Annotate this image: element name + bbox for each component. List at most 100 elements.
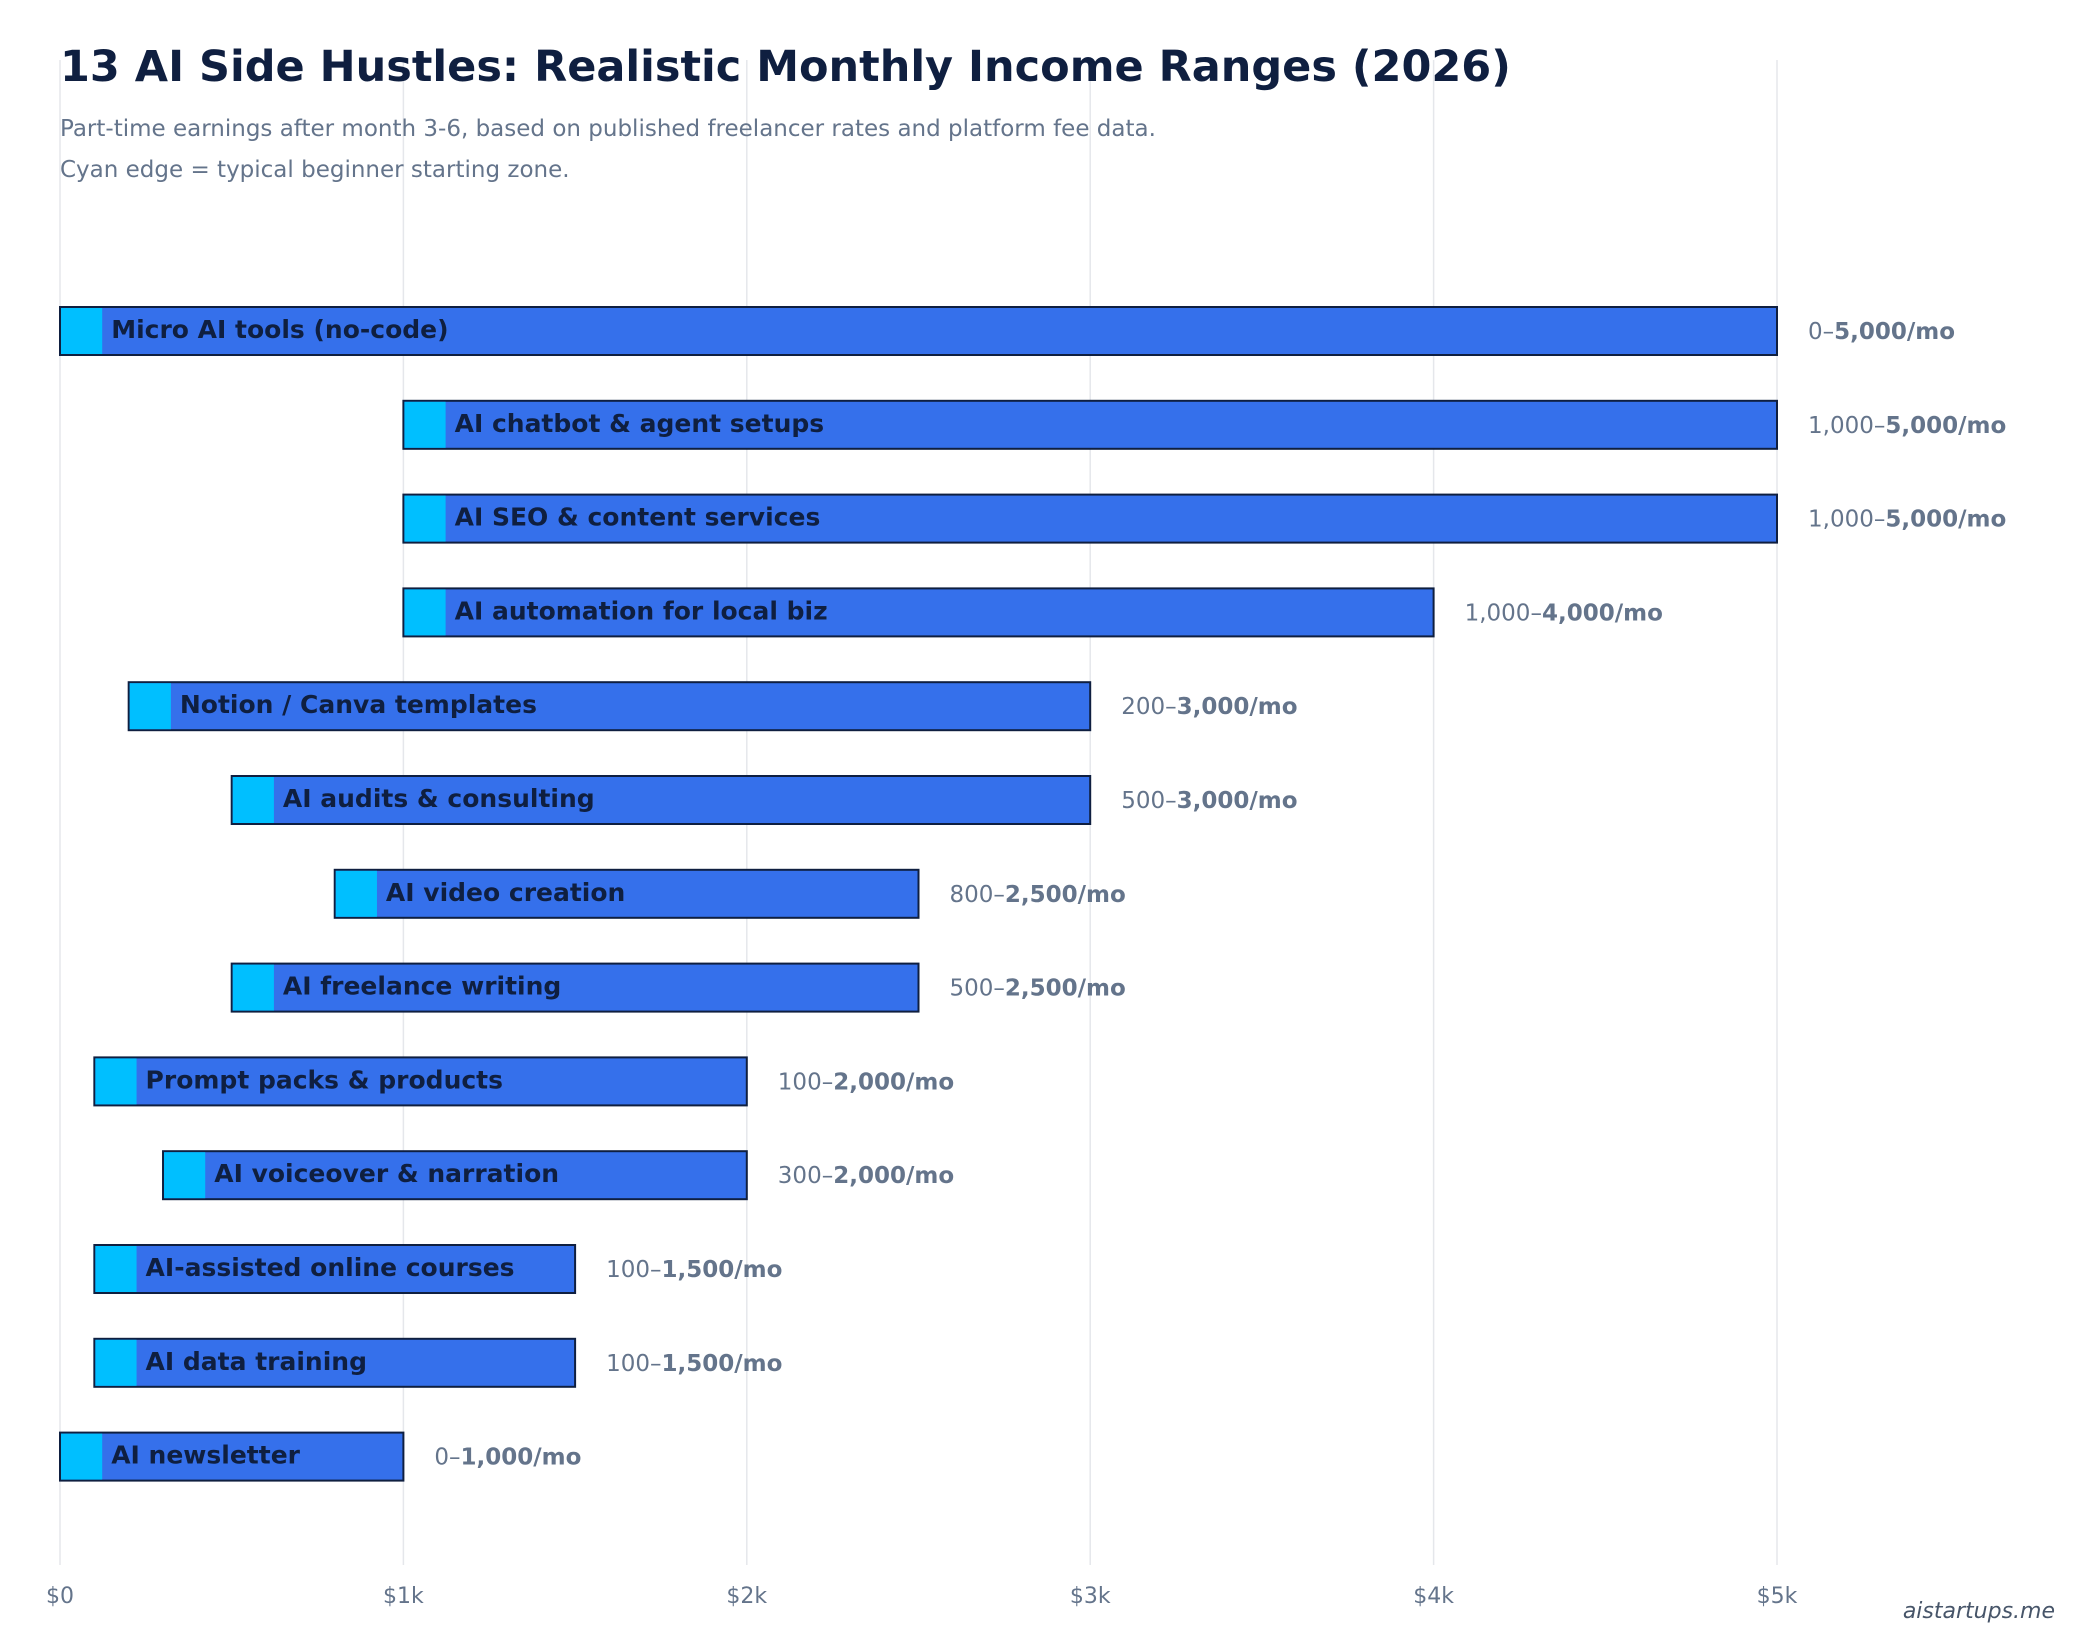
range-low-text: 1,000– [1808,507,1885,533]
range-bar [93,1337,577,1388]
range-high-text: 5,000/mo [1834,319,1955,345]
range-value-label: 0–1,000/mo [434,1445,581,1471]
x-tick-label: $1k [383,1584,424,1609]
bar-label: AI voiceover & narration [214,1159,559,1188]
range-high-text: 1,000/mo [461,1445,582,1471]
range-low-text: 0– [1808,319,1834,345]
bar-row: Micro AI tools (no-code) 0–5,000/mo [59,306,1955,356]
beginner-zone-marker [61,308,103,354]
bar-row: AI audits & consulting 500–3,000/mo [230,775,1298,825]
beginner-zone-marker [404,589,446,636]
bar-row: AI automation for local biz 1,000–4,000/m… [402,587,1663,638]
bar-row: AI-assisted online courses 100–1,500/mo [93,1244,783,1294]
range-low-text: 1,000– [1465,600,1542,626]
beginner-zone-marker [95,1246,137,1292]
beginner-zone-marker [232,777,274,823]
range-low-text: 500– [950,976,1005,1002]
range-low-text: 300– [778,1163,833,1189]
range-high-text: 3,000/mo [1177,788,1298,814]
chart-legend-note: Cyan edge = typical beginner starting zo… [60,157,570,183]
range-value-label: 100–2,000/mo [778,1069,954,1095]
beginner-zone-marker [164,1152,206,1199]
beginner-zone-marker [335,870,377,917]
range-bar [402,493,1778,544]
x-tick-label: $3k [1070,1584,1111,1609]
range-bar [93,1244,577,1294]
bar-row: Notion / Canva templates 200–3,000/mo [127,681,1298,732]
range-value-label: 100–1,500/mo [606,1351,782,1377]
range-high-text: 2,000/mo [833,1069,954,1095]
bar-label: AI chatbot & agent setups [455,409,825,438]
beginner-zone-marker [95,1058,137,1105]
range-high-text: 1,500/mo [662,1351,783,1377]
bar-label: AI data training [146,1347,367,1376]
bar-label: Micro AI tools (no-code) [111,315,448,344]
x-axis-ticks: $0 $1k $2k $3k $4k $5k [46,1584,1798,1609]
bar-label: AI-assisted online courses [146,1253,515,1282]
range-value-label: 1,000–5,000/mo [1808,507,2006,533]
range-high-text: 2,500/mo [1005,882,1126,908]
bar-label: AI newsletter [111,1441,300,1470]
range-bar [230,775,1092,825]
range-bar [93,1056,748,1107]
range-low-text: 500– [1121,788,1176,814]
range-value-label: 300–2,000/mo [778,1163,954,1189]
chart-title: 13 AI Side Hustles: Realistic Monthly In… [60,42,1511,92]
range-bar [59,306,1778,356]
beginner-zone-marker [232,964,274,1011]
bar-row: Prompt packs & products 100–2,000/mo [93,1056,954,1107]
range-low-text: 100– [778,1069,833,1095]
bar-row: AI chatbot & agent setups 1,000–5,000/mo [402,399,2006,450]
range-bar [230,962,920,1013]
range-low-text: 1,000– [1808,413,1885,439]
range-bar [402,399,1778,450]
bar-row: AI voiceover & narration 300–2,000/mo [162,1150,954,1201]
x-tick-label: $5k [1757,1584,1798,1609]
range-high-text: 5,000/mo [1885,413,2006,439]
beginner-zone-marker [404,401,446,448]
bar-label: Prompt packs & products [146,1065,503,1094]
range-bar [162,1150,748,1201]
bar-row: AI video creation 800–2,500/mo [333,868,1126,919]
range-value-label: 500–3,000/mo [1121,788,1297,814]
range-high-text: 5,000/mo [1885,507,2006,533]
beginner-zone-marker [404,495,446,542]
range-high-text: 1,500/mo [662,1257,783,1283]
x-tick-label: $4k [1413,1584,1454,1609]
range-low-text: 800– [950,882,1005,908]
chart-subtitle: Part-time earnings after month 3-6, base… [60,116,1156,142]
range-value-label: 800–2,500/mo [950,882,1126,908]
range-value-label: 200–3,000/mo [1121,694,1297,720]
beginner-zone-marker [61,1433,103,1480]
bar-label: AI video creation [386,878,625,907]
beginner-zone-marker [95,1339,137,1386]
bar-row: AI data training 100–1,500/mo [93,1337,782,1388]
range-value-label: 0–5,000/mo [1808,319,1955,345]
x-tick-label: $0 [46,1584,74,1609]
range-bar [402,587,1435,638]
bar-label: Notion / Canva templates [180,690,537,719]
range-low-text: 200– [1121,694,1176,720]
range-low-text: 100– [606,1257,661,1283]
bar-label: AI SEO & content services [455,503,821,532]
bar-row: AI freelance writing 500–2,500/mo [230,962,1126,1013]
range-high-text: 2,500/mo [1005,976,1126,1002]
bar-row: AI newsletter 0–1,000/mo [59,1431,581,1482]
range-value-label: 1,000–4,000/mo [1465,600,1663,626]
range-high-text: 4,000/mo [1542,600,1663,626]
range-bar [59,1431,405,1482]
bar-row: AI SEO & content services 1,000–5,000/mo [402,493,2006,544]
bar-label: AI audits & consulting [283,784,595,813]
range-bar [333,868,920,919]
range-low-text: 0– [434,1445,460,1471]
range-high-text: 2,000/mo [833,1163,954,1189]
range-bar [127,681,1092,732]
bar-label: AI freelance writing [283,972,561,1001]
source-credit: aistartups.me [1902,1599,2055,1624]
range-low-text: 100– [606,1351,661,1377]
beginner-zone-marker [129,683,171,730]
range-value-label: 1,000–5,000/mo [1808,413,2006,439]
